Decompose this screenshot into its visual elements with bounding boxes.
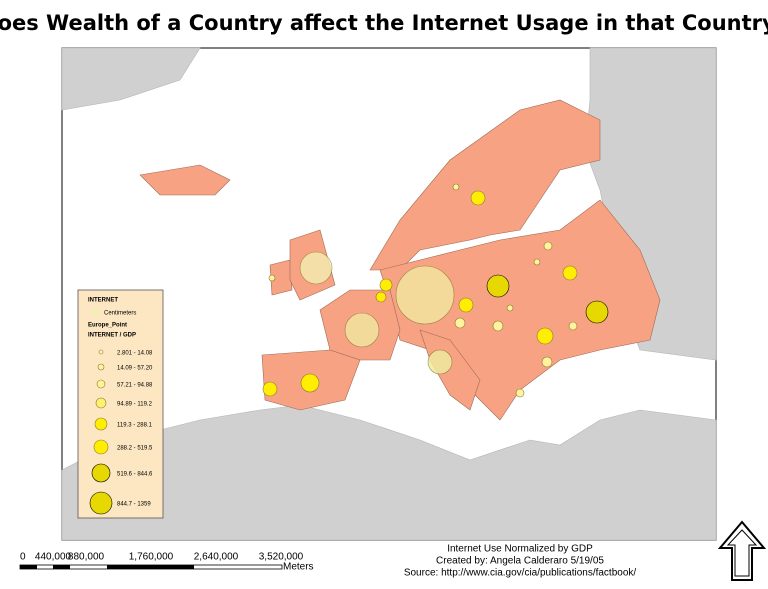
legend-layer: Europe_Point <box>88 323 127 329</box>
legend-heading: INTERNET <box>88 298 118 304</box>
scale-label: 0 <box>20 552 26 563</box>
scale-label: 3,520,000 <box>259 552 304 563</box>
legend-symbol <box>93 439 109 455</box>
scale-label: 440,000 <box>35 552 72 563</box>
legend-class-label: 57.21 - 94.88 <box>117 383 153 389</box>
legend-symbol <box>91 463 111 483</box>
credit-line: Source: http://www.cia.gov/cia/publicati… <box>404 568 637 579</box>
credit-line: Created by: Angela Calderaro 5/19/05 <box>436 556 604 567</box>
legend-symbol <box>96 379 106 389</box>
legend-class-label: 2.801 - 14.08 <box>117 351 153 357</box>
legend: INTERNET Centimeters Europe_Point INTERN… <box>77 289 164 519</box>
legend-symbol-label: Centimeters <box>104 311 136 317</box>
legend-class-label: 14.09 - 57.20 <box>117 366 153 372</box>
legend-class-label: 94.89 - 119.2 <box>117 402 153 408</box>
country-symbols <box>262 183 609 398</box>
legend-symbol <box>94 417 108 431</box>
legend-class-label: 844.7 - 1359 <box>117 502 151 508</box>
scale-label: 880,000 <box>68 552 105 563</box>
legend-symbol <box>97 363 105 371</box>
credit-line: Internet Use Normalized by GDP <box>447 544 593 555</box>
legend-symbol <box>89 491 113 515</box>
scale-label: 1,760,000 <box>129 552 174 563</box>
title: Does Wealth of a Country affect the Inte… <box>0 11 768 35</box>
scale-label: 2,640,000 <box>194 552 239 563</box>
legend-symbol <box>98 349 104 355</box>
legend-class-label: 519.6 - 844.6 <box>117 472 153 478</box>
legend-symbol <box>95 397 107 409</box>
north-arrow <box>717 520 767 581</box>
scale-unit: Meters <box>283 562 314 573</box>
legend-class-label: 119.3 - 288.1 <box>117 423 153 429</box>
legend-field: INTERNET / GDP <box>88 333 136 339</box>
legend-class-label: 288.2 - 519.5 <box>117 446 153 452</box>
map-frame <box>61 47 717 541</box>
